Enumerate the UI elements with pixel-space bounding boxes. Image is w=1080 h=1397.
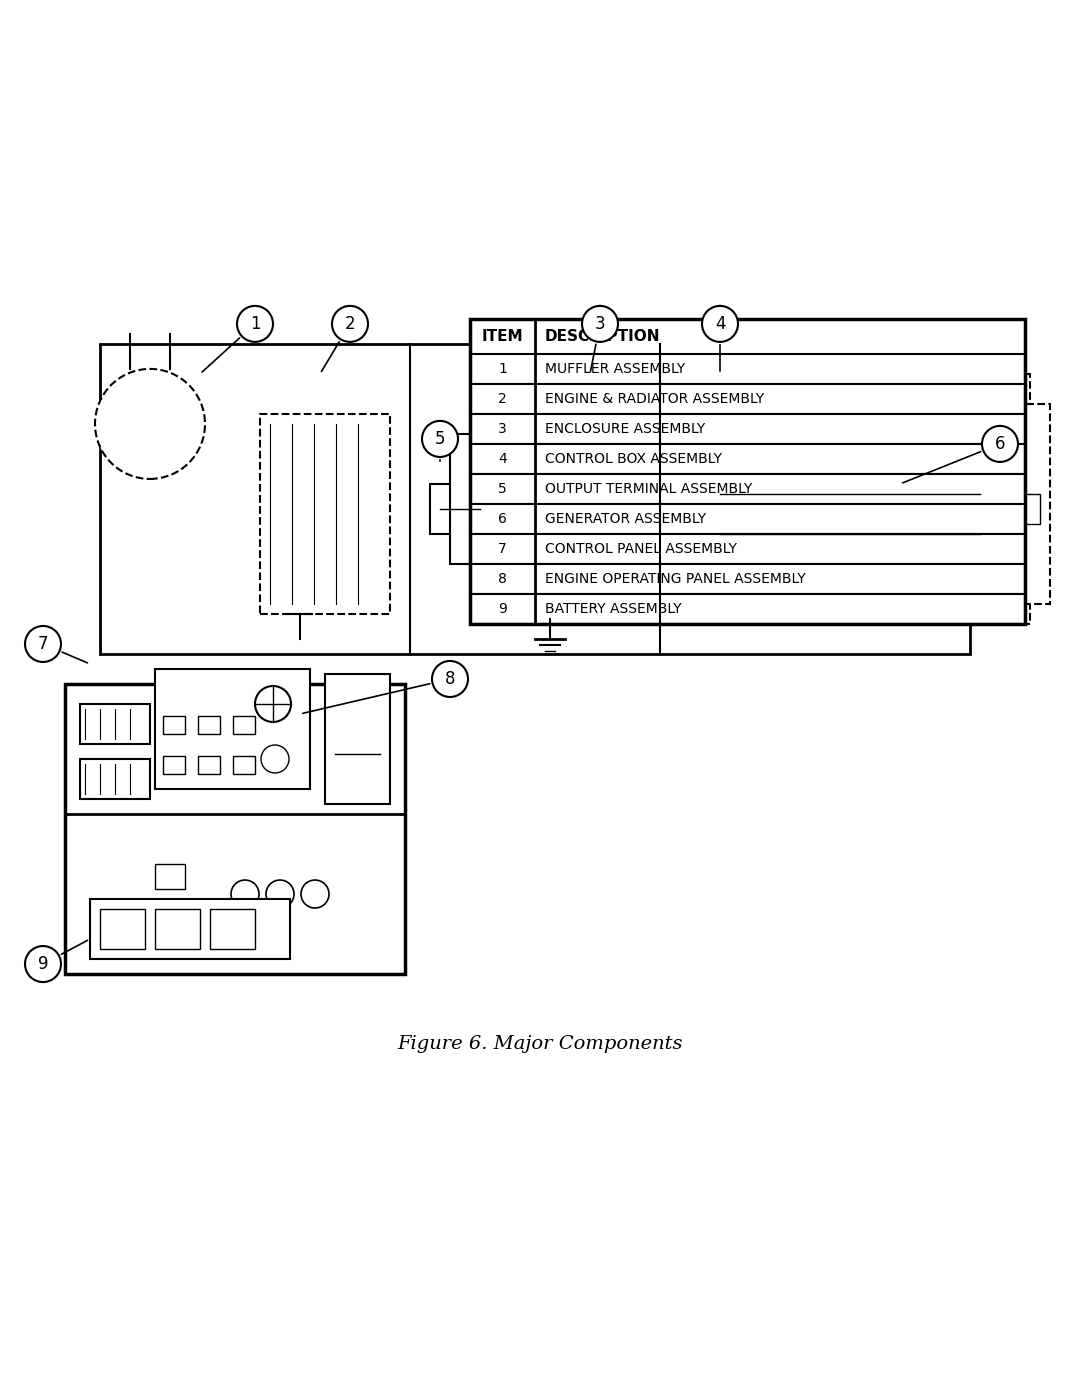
- FancyBboxPatch shape: [90, 900, 291, 960]
- Circle shape: [301, 880, 329, 908]
- Text: OUTPUT TERMINAL ASSEMBLY: OUTPUT TERMINAL ASSEMBLY: [545, 482, 753, 496]
- Text: 1: 1: [249, 314, 260, 332]
- FancyBboxPatch shape: [470, 474, 1025, 504]
- Circle shape: [95, 369, 205, 479]
- Circle shape: [702, 306, 738, 342]
- Text: 5: 5: [498, 482, 507, 496]
- FancyBboxPatch shape: [210, 909, 255, 949]
- Text: ENGINE OPERATING PANEL ASSEMBLY: ENGINE OPERATING PANEL ASSEMBLY: [545, 571, 806, 585]
- Circle shape: [261, 745, 289, 773]
- Text: 3: 3: [595, 314, 605, 332]
- Text: 8: 8: [445, 671, 456, 687]
- FancyBboxPatch shape: [80, 704, 150, 745]
- Circle shape: [550, 489, 570, 509]
- FancyBboxPatch shape: [470, 444, 1025, 474]
- FancyBboxPatch shape: [156, 669, 310, 789]
- FancyBboxPatch shape: [470, 384, 1025, 414]
- FancyBboxPatch shape: [325, 673, 390, 805]
- FancyBboxPatch shape: [100, 344, 970, 654]
- FancyBboxPatch shape: [260, 414, 390, 613]
- Circle shape: [25, 626, 60, 662]
- FancyBboxPatch shape: [1000, 495, 1040, 524]
- FancyBboxPatch shape: [156, 909, 200, 949]
- FancyBboxPatch shape: [156, 909, 185, 935]
- Text: 6: 6: [995, 434, 1005, 453]
- FancyBboxPatch shape: [470, 564, 1025, 594]
- Text: MUFFLER ASSEMBLY: MUFFLER ASSEMBLY: [545, 362, 685, 376]
- FancyBboxPatch shape: [233, 756, 255, 774]
- Circle shape: [266, 880, 294, 908]
- Circle shape: [728, 502, 752, 525]
- Text: ENCLOSURE ASSEMBLY: ENCLOSURE ASSEMBLY: [545, 422, 705, 436]
- FancyBboxPatch shape: [100, 909, 145, 949]
- Circle shape: [818, 502, 842, 525]
- FancyBboxPatch shape: [163, 717, 185, 733]
- FancyBboxPatch shape: [470, 353, 1025, 384]
- Text: 1: 1: [498, 362, 507, 376]
- Circle shape: [510, 489, 530, 509]
- FancyBboxPatch shape: [450, 434, 630, 564]
- Text: 8: 8: [498, 571, 507, 585]
- FancyBboxPatch shape: [710, 474, 990, 555]
- Circle shape: [237, 306, 273, 342]
- Text: CONTROL BOX ASSEMBLY: CONTROL BOX ASSEMBLY: [545, 451, 723, 467]
- FancyBboxPatch shape: [156, 863, 185, 888]
- Text: 5: 5: [435, 430, 445, 448]
- Circle shape: [470, 489, 490, 509]
- Circle shape: [863, 502, 887, 525]
- Text: 7: 7: [38, 636, 49, 652]
- Circle shape: [332, 306, 368, 342]
- Circle shape: [255, 686, 291, 722]
- Text: 2: 2: [345, 314, 355, 332]
- Circle shape: [231, 880, 259, 908]
- FancyBboxPatch shape: [470, 534, 1025, 564]
- Circle shape: [432, 661, 468, 697]
- Circle shape: [582, 306, 618, 342]
- Text: BATTERY ASSEMBLY: BATTERY ASSEMBLY: [545, 602, 681, 616]
- Circle shape: [982, 426, 1018, 462]
- FancyBboxPatch shape: [430, 483, 490, 534]
- Circle shape: [773, 502, 797, 525]
- FancyBboxPatch shape: [470, 594, 1025, 624]
- FancyBboxPatch shape: [233, 717, 255, 733]
- Text: 4: 4: [715, 314, 726, 332]
- Text: Figure 6. Major Components: Figure 6. Major Components: [397, 1035, 683, 1053]
- Text: ENGINE & RADIATOR ASSEMBLY: ENGINE & RADIATOR ASSEMBLY: [545, 393, 765, 407]
- FancyBboxPatch shape: [198, 717, 220, 733]
- Circle shape: [908, 502, 932, 525]
- FancyBboxPatch shape: [470, 319, 1025, 353]
- Text: DCA-180SSK  — MAJOR COMPONENTS: DCA-180SSK — MAJOR COMPONENTS: [377, 24, 962, 53]
- FancyBboxPatch shape: [163, 756, 185, 774]
- Text: 9: 9: [38, 956, 49, 974]
- Text: GENERATOR ASSEMBLY: GENERATOR ASSEMBLY: [545, 511, 706, 525]
- FancyBboxPatch shape: [198, 756, 220, 774]
- Text: 9: 9: [498, 602, 507, 616]
- FancyBboxPatch shape: [990, 404, 1050, 604]
- FancyBboxPatch shape: [680, 374, 1030, 624]
- Text: 3: 3: [498, 422, 507, 436]
- FancyBboxPatch shape: [470, 504, 1025, 534]
- Circle shape: [25, 946, 60, 982]
- Text: 6: 6: [498, 511, 507, 525]
- FancyBboxPatch shape: [470, 414, 1025, 444]
- Text: 7: 7: [498, 542, 507, 556]
- FancyBboxPatch shape: [65, 685, 405, 974]
- Text: PAGE 28 — DCA-180SSK — PARTS AND OPERATION MANUAL — REV. #3  (06/11/09): PAGE 28 — DCA-180SSK — PARTS AND OPERATI…: [190, 1358, 890, 1373]
- Text: DESCRIPTION: DESCRIPTION: [545, 328, 661, 344]
- Text: 4: 4: [498, 451, 507, 467]
- Text: CONTROL PANEL ASSEMBLY: CONTROL PANEL ASSEMBLY: [545, 542, 737, 556]
- Text: 2: 2: [498, 393, 507, 407]
- FancyBboxPatch shape: [80, 759, 150, 799]
- Text: ITEM: ITEM: [482, 328, 524, 344]
- Circle shape: [422, 420, 458, 457]
